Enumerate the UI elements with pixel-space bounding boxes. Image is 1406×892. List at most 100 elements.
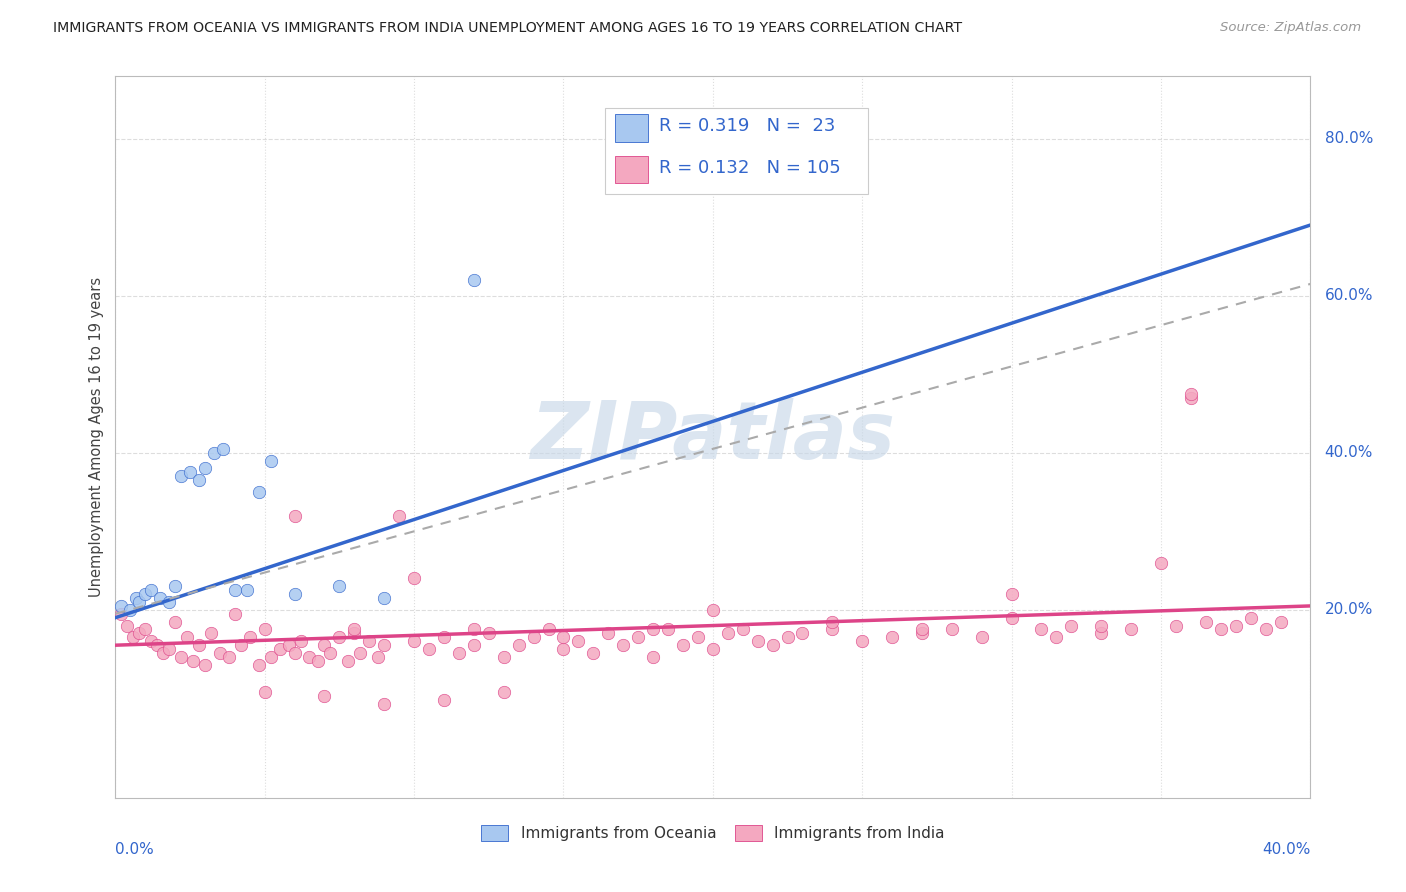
Point	[1209, 623, 1232, 637]
Point	[463, 623, 485, 637]
Point	[970, 631, 993, 645]
Point	[260, 453, 283, 467]
Point	[253, 623, 276, 637]
Point	[359, 634, 381, 648]
Text: 0.0%: 0.0%	[115, 842, 155, 856]
Point	[194, 657, 217, 672]
Text: 60.0%: 60.0%	[1324, 288, 1374, 303]
Point	[567, 634, 589, 648]
Bar	[614, 114, 648, 142]
Point	[337, 654, 360, 668]
Point	[1045, 631, 1067, 645]
Point	[643, 623, 665, 637]
Point	[373, 697, 395, 711]
Point	[290, 634, 312, 648]
Point	[821, 615, 844, 629]
Point	[343, 623, 366, 637]
Point	[627, 631, 650, 645]
Point	[762, 638, 785, 652]
Point	[821, 623, 844, 637]
Point	[911, 623, 934, 637]
Point	[717, 626, 740, 640]
Point	[1060, 618, 1083, 632]
Point	[1121, 623, 1143, 637]
Legend: Immigrants from Oceania, Immigrants from India: Immigrants from Oceania, Immigrants from…	[475, 819, 950, 847]
Point	[1254, 623, 1277, 637]
Point	[404, 571, 426, 585]
Point	[149, 591, 172, 605]
Point	[152, 646, 174, 660]
Text: ZIPatlas: ZIPatlas	[530, 398, 896, 476]
Point	[134, 587, 156, 601]
Point	[208, 646, 231, 660]
Point	[165, 615, 187, 629]
Point	[612, 638, 634, 652]
Point	[582, 646, 605, 660]
Point	[1225, 618, 1247, 632]
Point	[253, 685, 276, 699]
Point	[308, 654, 330, 668]
Point	[176, 631, 198, 645]
Point	[941, 623, 963, 637]
Point	[170, 469, 193, 483]
Text: 40.0%: 40.0%	[1324, 445, 1374, 460]
Point	[247, 657, 270, 672]
Point	[404, 634, 426, 648]
Point	[319, 646, 342, 660]
Point	[224, 583, 246, 598]
Point	[463, 638, 485, 652]
Point	[1180, 387, 1202, 401]
Point	[146, 638, 169, 652]
Point	[200, 626, 222, 640]
Point	[447, 646, 470, 660]
Bar	[614, 156, 648, 184]
Point	[284, 646, 307, 660]
Point	[702, 603, 724, 617]
Point	[523, 631, 546, 645]
Point	[1001, 587, 1024, 601]
Point	[314, 690, 336, 704]
Point	[1090, 626, 1112, 640]
Point	[157, 595, 180, 609]
Point	[747, 634, 769, 648]
Point	[117, 618, 138, 632]
Text: R = 0.132   N = 105: R = 0.132 N = 105	[659, 160, 841, 178]
Point	[492, 650, 515, 665]
Point	[125, 591, 148, 605]
Point	[792, 626, 814, 640]
Point	[170, 650, 193, 665]
Point	[367, 650, 389, 665]
Point	[179, 466, 201, 480]
Point	[188, 473, 211, 487]
Point	[553, 642, 575, 657]
Point	[851, 634, 873, 648]
Point	[911, 626, 934, 640]
Point	[134, 623, 156, 637]
Point	[122, 631, 145, 645]
Point	[328, 579, 350, 593]
Point	[1150, 556, 1173, 570]
Point	[463, 273, 485, 287]
Point	[260, 650, 283, 665]
Y-axis label: Unemployment Among Ages 16 to 19 years: Unemployment Among Ages 16 to 19 years	[89, 277, 104, 597]
Point	[202, 446, 225, 460]
Point	[657, 623, 679, 637]
Point	[553, 631, 575, 645]
Point	[1240, 610, 1263, 624]
Point	[731, 623, 754, 637]
Point	[1180, 391, 1202, 405]
Point	[284, 508, 307, 523]
Point	[128, 595, 150, 609]
Point	[188, 638, 211, 652]
Point	[141, 634, 163, 648]
Point	[373, 591, 395, 605]
Point	[239, 631, 262, 645]
Point	[1164, 618, 1187, 632]
Point	[343, 626, 366, 640]
Point	[128, 626, 150, 640]
Point	[236, 583, 259, 598]
Point	[702, 642, 724, 657]
Point	[508, 638, 530, 652]
Point	[181, 654, 204, 668]
Point	[277, 638, 299, 652]
